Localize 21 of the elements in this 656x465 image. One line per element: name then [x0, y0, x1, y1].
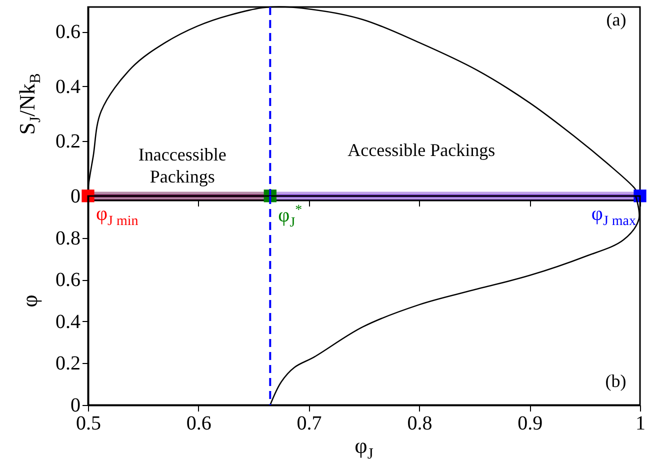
x-tick-label: 0.9 — [518, 412, 543, 434]
annotation: (a) — [606, 10, 626, 30]
y-tick-label: 0.2 — [56, 352, 80, 375]
y-tick-label: 0.6 — [56, 269, 80, 292]
x-axis-title: φ$_{J}$ — [354, 433, 374, 462]
y-tick-label: 0.4 — [56, 310, 80, 333]
x-tick-label: 0.7 — [296, 412, 322, 434]
annotation: (b) — [605, 371, 626, 392]
series-label: φ$_{J max}$ — [591, 202, 636, 229]
y-axis-title: φ — [17, 294, 42, 307]
series-label: φ$_{J min}$ — [96, 202, 138, 229]
x-tick-label: 0.6 — [186, 412, 212, 434]
y-tick-label: 0.4 — [56, 76, 80, 98]
annotation: Inaccessible Packings — [138, 144, 226, 187]
annotation: Accessible Packings — [348, 140, 496, 160]
x-tick-label: 1 — [636, 412, 646, 434]
y-tick-label: 0.8 — [56, 227, 80, 250]
y-tick-label: 0.2 — [56, 130, 80, 153]
y-tick-label: 0 — [70, 185, 80, 208]
y-tick-label: 0.6 — [56, 21, 80, 44]
x-tick-label: 0.8 — [407, 412, 432, 434]
